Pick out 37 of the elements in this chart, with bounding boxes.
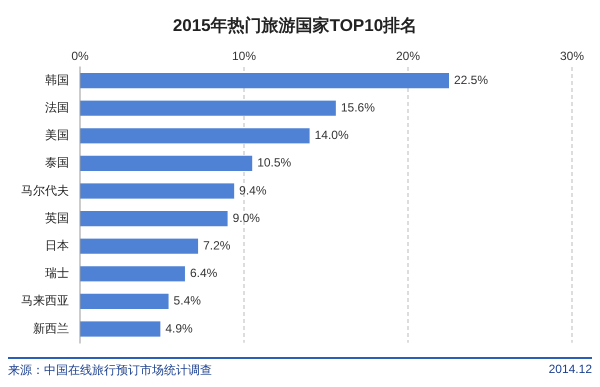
bar xyxy=(80,100,336,116)
bar xyxy=(80,73,449,88)
data-label: 14.0% xyxy=(314,128,349,142)
y-tick-label: 马尔代夫 xyxy=(21,183,69,198)
bar xyxy=(80,294,169,309)
chart-title: 2015年热门旅游国家TOP10排名 xyxy=(172,16,418,35)
bar xyxy=(80,183,234,199)
y-tick-label: 泰国 xyxy=(45,156,69,170)
y-tick-label: 马来西亚 xyxy=(21,294,69,308)
text: 2014.12 xyxy=(548,362,592,378)
data-label: 10.5% xyxy=(257,156,292,170)
y-tick-label: 美国 xyxy=(45,128,69,142)
data-label: 6.4% xyxy=(190,266,218,280)
bar xyxy=(80,128,310,144)
bar xyxy=(80,238,198,254)
data-label: 9.0% xyxy=(232,210,260,225)
data-label: 4.9% xyxy=(165,321,194,336)
y-tick-label: 新西兰 xyxy=(33,321,69,336)
x-tick-label: 0% xyxy=(71,48,89,63)
y-tick-label: 法国 xyxy=(45,100,69,115)
y-tick-label: 英国 xyxy=(45,210,69,225)
x-tick-label: 30% xyxy=(560,48,584,63)
data-label: 15.6% xyxy=(340,100,376,115)
bar xyxy=(80,321,160,337)
x-tick-label: 20% xyxy=(396,48,420,63)
data-label: 9.4% xyxy=(239,183,267,198)
y-tick-label: 韩国 xyxy=(45,72,69,87)
y-tick-label: 日本 xyxy=(45,238,69,253)
data-label: 22.5% xyxy=(454,72,488,87)
data-label: 5.4% xyxy=(174,294,202,308)
bar xyxy=(80,211,228,226)
source-note: 来源：中国在线旅行预订市场统计调查 xyxy=(8,362,212,379)
data-label: 7.2% xyxy=(203,238,231,253)
bar xyxy=(80,156,252,171)
bar xyxy=(80,266,185,282)
y-tick-label: 瑞士 xyxy=(45,266,69,280)
x-tick-label: 10% xyxy=(232,48,256,63)
